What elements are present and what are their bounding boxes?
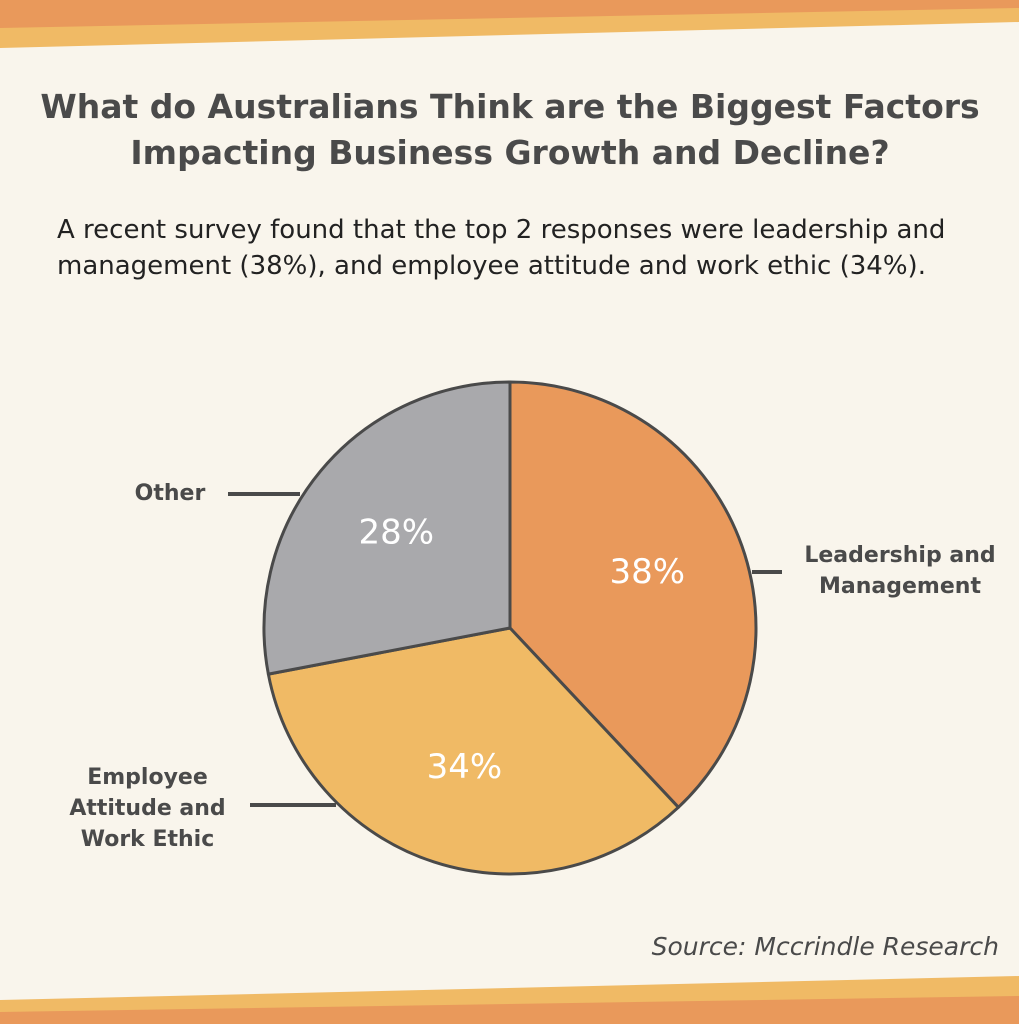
pie-slice <box>266 626 680 876</box>
value-label: 34% <box>427 747 503 787</box>
category-label: Employee Attitude and Work Ethic <box>69 765 226 852</box>
bottom-stripe-dark <box>0 996 1019 1024</box>
pie: 38% 34% 28% <box>262 380 758 876</box>
value-label: 38% <box>609 552 685 592</box>
pie-slice <box>262 380 512 676</box>
source: Source: Mccrindle Research <box>651 932 999 961</box>
category-label: Leadership and Management <box>804 543 996 599</box>
subtitle: A recent survey found that the top 2 res… <box>57 215 946 281</box>
chart-title: What do Australians Think are the Bigges… <box>40 87 980 172</box>
category-label: Other <box>134 481 206 506</box>
pie-slice <box>508 380 758 809</box>
top-stripe-dark <box>0 0 1019 28</box>
value-label: 28% <box>358 512 434 552</box>
